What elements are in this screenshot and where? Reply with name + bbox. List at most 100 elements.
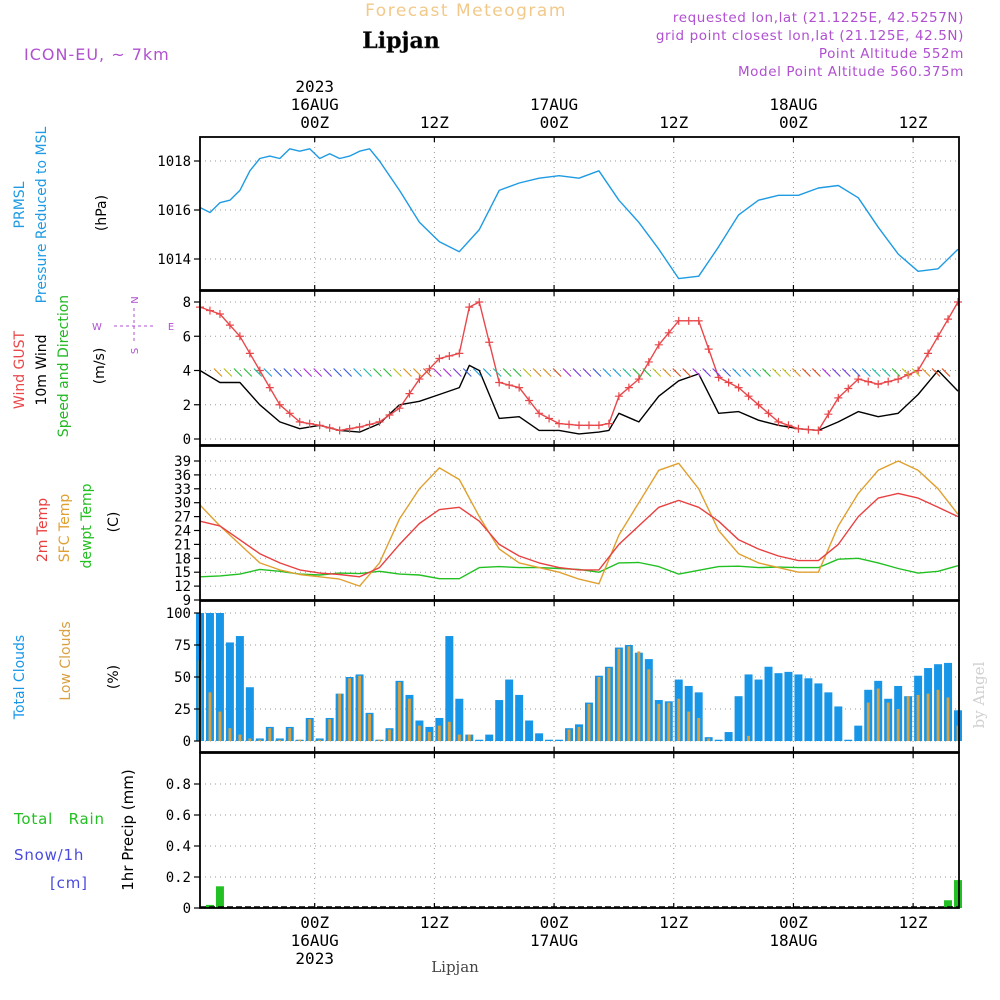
low-cloud-bar (308, 719, 312, 741)
gust-marker (954, 298, 963, 306)
total-cloud-bar (694, 692, 703, 741)
top-time-label: 16AUG (291, 95, 339, 114)
wind-direction-arrow (891, 368, 901, 377)
rain-bar (215, 886, 224, 908)
wind-direction-arrow (572, 368, 582, 377)
gust-marker (674, 316, 683, 325)
wind-direction-arrow (831, 368, 841, 377)
wind-direction-arrow (772, 368, 781, 377)
bottom-time-label: 00Z (300, 913, 329, 932)
grid-layer (200, 137, 959, 909)
clouds-tick-label: 50 (174, 670, 191, 686)
wind-direction-arrow (722, 368, 732, 377)
total-cloud-bar (545, 739, 554, 741)
wind-direction-arrow (582, 368, 592, 377)
total-cloud-bar (475, 739, 484, 741)
bottom-time-label: 12Z (659, 913, 688, 932)
gust-marker (325, 423, 334, 432)
wind-tick-label: 8 (183, 295, 191, 311)
wind-10m-label: 10m Wind (34, 334, 50, 405)
low-clouds-label: Low Clouds (58, 621, 74, 700)
compass-n: N (130, 296, 141, 303)
clouds-tick-label: 100 (166, 606, 191, 622)
gust-marker (844, 384, 853, 393)
gust-marker (255, 366, 264, 375)
wind-direction-arrow (782, 368, 791, 377)
gust-marker (215, 309, 224, 318)
gust-marker (525, 396, 534, 405)
pressure-tick-label: 1016 (157, 203, 191, 219)
wind-direction-arrow (373, 368, 382, 377)
gust-marker (355, 423, 364, 432)
gust-marker (834, 393, 843, 402)
gust-marker (854, 375, 863, 384)
low-cloud-bar (677, 698, 681, 741)
gust-marker (245, 349, 254, 358)
gust-marker (435, 354, 444, 363)
wind-direction-arrow (821, 368, 831, 377)
wind-direction-arrow (223, 368, 233, 377)
total-cloud-bar (225, 642, 234, 741)
total-cloud-bar (844, 739, 853, 741)
pressure-label-2: Pressure Reduced to MSL (34, 126, 50, 303)
gust-marker (545, 414, 554, 423)
gust-marker (934, 332, 943, 341)
total-cloud-bar (235, 636, 244, 741)
low-cloud-bar (268, 728, 272, 741)
temp-tick-label: 9 (183, 593, 191, 609)
precip-axis-label: 1hr Precip (mm) (119, 769, 137, 890)
location-title: Lipjan (362, 28, 439, 54)
wind-direction-arrow (522, 368, 532, 377)
gust-marker (694, 316, 703, 325)
wind-tick-label: 6 (183, 329, 191, 345)
wind-direction-arrow (732, 368, 742, 377)
clouds-unit: (%) (106, 665, 122, 689)
gust-marker (235, 332, 244, 341)
wind-direction-arrow (562, 368, 572, 377)
total-cloud-bar (734, 696, 743, 741)
gust-marker (425, 364, 434, 373)
wind-direction-arrow (512, 368, 522, 377)
total-clouds-label: Total Clouds (12, 635, 28, 720)
gust-marker (744, 392, 753, 401)
total-cloud-bar (834, 706, 843, 741)
low-cloud-bar (886, 702, 890, 741)
total-cloud-bar (804, 678, 813, 741)
panel-frame (199, 290, 960, 446)
total-cloud-bar (814, 683, 823, 741)
gust-marker (754, 400, 763, 409)
gust-marker (285, 409, 294, 418)
panel-frame (199, 752, 960, 909)
wind-labels: Wind GUST 10m Wind Speed and Direction (… (12, 295, 174, 437)
wind-direction-arrow (323, 368, 333, 377)
gust-marker (664, 328, 673, 337)
total-cloud-bar (205, 613, 214, 741)
gust-marker (445, 351, 454, 360)
gust-marker (365, 420, 374, 429)
wind-direction-arrow (442, 368, 452, 377)
wind-direction-arrow (482, 368, 492, 377)
gust-marker (555, 419, 564, 428)
pressure-unit: (hPa) (94, 195, 110, 231)
wind-direction-arrow (552, 368, 562, 377)
low-cloud-bar (238, 734, 242, 741)
temp-tick-label: 33 (174, 482, 191, 498)
wind-direction-arrow (383, 368, 392, 377)
total-cloud-bar (714, 739, 723, 741)
wind-direction-arrow (941, 368, 951, 377)
wind-direction-arrow (861, 368, 871, 377)
low-cloud-bar (368, 714, 371, 741)
low-cloud-bar (358, 675, 362, 741)
total-cloud-bar (505, 679, 514, 741)
low-cloud-bar (437, 725, 441, 741)
wind-direction-arrow (881, 368, 891, 377)
rain-bar (944, 900, 953, 908)
gust-marker (594, 421, 603, 430)
low-cloud-bar (926, 693, 930, 741)
gust-marker (535, 409, 544, 418)
data-layer (196, 148, 963, 908)
watermark: by Angel (970, 661, 988, 728)
gust-marker (824, 410, 833, 419)
gust-marker (804, 425, 813, 434)
